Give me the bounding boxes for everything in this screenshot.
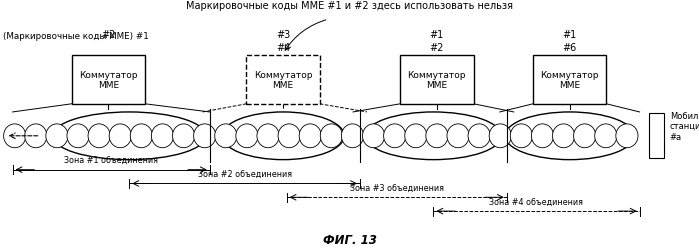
Ellipse shape [384, 124, 406, 148]
Ellipse shape [3, 124, 26, 148]
Ellipse shape [489, 124, 512, 148]
Text: Коммутатор
MME: Коммутатор MME [79, 70, 138, 90]
FancyBboxPatch shape [533, 56, 606, 104]
Text: (Маркировочные коды MME) #1: (Маркировочные коды MME) #1 [3, 32, 150, 41]
Ellipse shape [616, 124, 638, 148]
Ellipse shape [236, 124, 258, 148]
Ellipse shape [447, 124, 469, 148]
Text: #1: #1 [430, 30, 444, 39]
Ellipse shape [405, 124, 427, 148]
Ellipse shape [341, 124, 363, 148]
Ellipse shape [552, 124, 575, 148]
Text: Зона #4 объединения: Зона #4 объединения [489, 197, 584, 206]
Text: Зона #1 объединения: Зона #1 объединения [64, 156, 158, 164]
Text: Зона #3 объединения: Зона #3 объединения [350, 183, 444, 192]
Text: #3: #3 [276, 30, 290, 39]
Ellipse shape [426, 124, 448, 148]
Ellipse shape [278, 124, 301, 148]
Ellipse shape [257, 124, 279, 148]
Text: Зона #2 объединения: Зона #2 объединения [198, 169, 291, 178]
Ellipse shape [194, 124, 216, 148]
FancyBboxPatch shape [247, 56, 320, 104]
Text: #4: #4 [276, 43, 290, 53]
Ellipse shape [46, 124, 68, 148]
FancyBboxPatch shape [400, 56, 474, 104]
Ellipse shape [52, 112, 206, 160]
Ellipse shape [222, 112, 345, 160]
Ellipse shape [24, 124, 47, 148]
Ellipse shape [130, 124, 152, 148]
Ellipse shape [67, 124, 89, 148]
Text: Мобильная
станция
#a: Мобильная станция #a [670, 112, 699, 141]
Ellipse shape [109, 124, 131, 148]
Text: #2: #2 [101, 30, 115, 39]
Text: ФИГ. 13: ФИГ. 13 [322, 233, 377, 246]
Ellipse shape [173, 124, 194, 148]
Text: Коммутатор
MME: Коммутатор MME [540, 70, 599, 90]
FancyBboxPatch shape [649, 114, 664, 159]
Ellipse shape [320, 124, 343, 148]
Text: #6: #6 [563, 43, 577, 53]
Text: #1: #1 [563, 30, 577, 39]
Text: Маркировочные коды MME #1 и #2 здесь использовать нельзя: Маркировочные коды MME #1 и #2 здесь исп… [186, 1, 513, 11]
Ellipse shape [215, 124, 237, 148]
Ellipse shape [299, 124, 322, 148]
Ellipse shape [595, 124, 617, 148]
Ellipse shape [505, 112, 635, 160]
Ellipse shape [468, 124, 490, 148]
Text: Коммутатор
MME: Коммутатор MME [408, 70, 466, 90]
Ellipse shape [574, 124, 596, 148]
Ellipse shape [152, 124, 173, 148]
Ellipse shape [88, 124, 110, 148]
Ellipse shape [510, 124, 533, 148]
Text: #2: #2 [430, 43, 444, 53]
Ellipse shape [363, 124, 384, 148]
Ellipse shape [531, 124, 554, 148]
Ellipse shape [365, 112, 502, 160]
FancyBboxPatch shape [72, 56, 145, 104]
Text: Коммутатор
MME: Коммутатор MME [254, 70, 312, 90]
